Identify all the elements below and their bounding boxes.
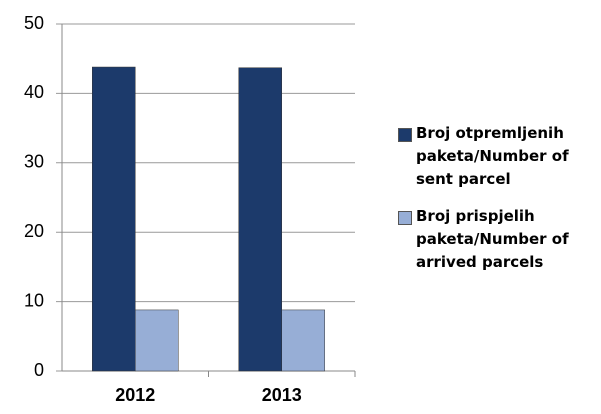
legend-label: Broj prispjelih paketa/Number of arrived…: [416, 207, 569, 271]
bar: [238, 67, 282, 372]
legend: Broj otpremljenih paketa/Number of sent …: [398, 122, 598, 288]
bar: [135, 309, 179, 372]
legend-swatch: [398, 128, 412, 142]
y-tick-label: 30: [24, 152, 44, 172]
bar: [92, 66, 136, 372]
y-tick-label: 10: [24, 290, 44, 310]
legend-label: Broj otpremljenih paketa/Number of sent …: [416, 124, 569, 188]
y-tick-label: 40: [24, 82, 44, 102]
y-tick-label: 20: [24, 221, 44, 241]
y-tick-label: 50: [24, 13, 44, 33]
legend-swatch: [398, 211, 412, 225]
legend-item: Broj otpremljenih paketa/Number of sent …: [398, 122, 598, 191]
x-tick-label: 2012: [115, 385, 155, 405]
bar: [281, 309, 325, 372]
x-tick-label: 2013: [262, 385, 302, 405]
y-tick-label: 0: [34, 360, 44, 380]
legend-item: Broj prispjelih paketa/Number of arrived…: [398, 205, 598, 274]
